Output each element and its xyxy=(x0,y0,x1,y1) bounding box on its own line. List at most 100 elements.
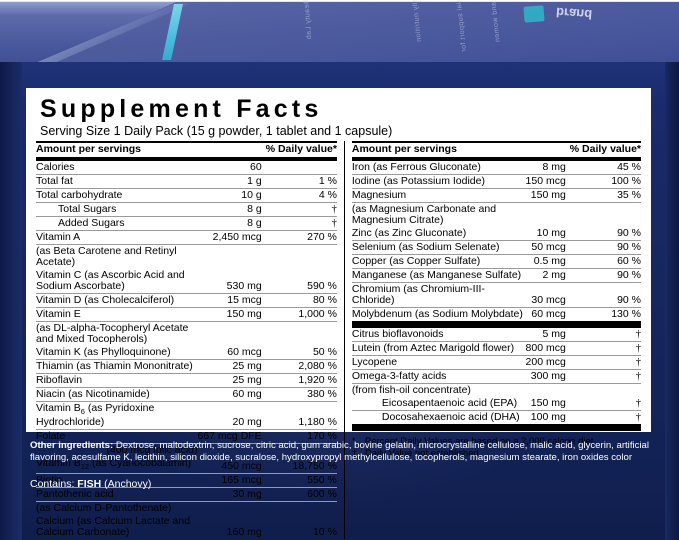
table-row: Vitamin E 150 mg 1,000 % xyxy=(36,307,337,322)
nutrient-name: Folate xyxy=(36,429,198,444)
column-divider xyxy=(343,141,345,540)
nutrient-name: Omega-3-fatty acids xyxy=(351,369,526,384)
nutrient-daily-value: 1,000 % xyxy=(265,307,337,322)
nutrient-amount xyxy=(197,321,266,346)
facts-column-left: Amount per servings % Daily value* Calor… xyxy=(36,141,337,539)
table-row: (as DL-alpha-Tocopheryl Acetate and Mixe… xyxy=(36,321,337,346)
nutrient-table-right: Amount per servings % Daily value* Iron … xyxy=(351,141,641,434)
nutrient-daily-value: 45 % xyxy=(617,161,641,173)
supplement-facts-panel: Supplement Facts Serving Size 1 Daily Pa… xyxy=(26,88,651,540)
nutrient-name: (400 mcg folic acid) xyxy=(36,443,198,458)
nutrient-daily-value: † xyxy=(635,398,641,409)
nutrient-name: Lycopene xyxy=(351,355,526,370)
table-row: Iodine (as Potassium Iodide) 150 mcg 100 % xyxy=(351,174,641,189)
table-row: Docosahexaenoic acid (DHA) 100 mg † xyxy=(351,410,641,428)
nutrient-name: (as Beta Carotene and Retinyl Acetate) xyxy=(36,244,198,269)
table-row: Omega-3-fatty acids 300 mg † xyxy=(351,369,641,384)
table-row: (400 mcg folic acid) xyxy=(36,443,337,458)
nutrient-amount: 2 mg xyxy=(525,268,570,283)
nutrient-daily-value: 50 % xyxy=(312,346,337,358)
nutrient-amount: 50 mcg xyxy=(525,240,570,255)
nutrient-amount: 150 mcg xyxy=(525,174,570,189)
nutrient-daily-value: 4 % xyxy=(265,188,337,203)
nutrient-daily-value xyxy=(265,321,337,346)
table-row: (as Calcium D-Pantothenate) xyxy=(36,501,337,516)
nutrient-name: Calcium (as Calcium Lactate and Calcium … xyxy=(36,515,191,539)
nutrient-name: Total Sugars xyxy=(36,202,198,217)
nutrient-name: Vitamin B12 (as Cyanocobalamin) xyxy=(36,457,192,472)
lid-badge-icon xyxy=(523,5,545,23)
box-left-bevel xyxy=(0,62,22,540)
nutrient-name: Molybdenum (as Sodium Molybdate) xyxy=(351,307,526,325)
nutrient-amount: 160 mg xyxy=(226,526,262,539)
table-row: Vitamin C (as Ascorbic Acid and Sodium A… xyxy=(36,269,337,294)
nutrient-name: Vitamin D (as Cholecalciferol) xyxy=(36,293,198,308)
nutrient-daily-value: † xyxy=(635,329,641,340)
table-header-row-right: Amount per servings % Daily value* xyxy=(352,143,641,159)
nutrient-daily-value: 90 % xyxy=(569,240,641,255)
table-row: Lycopene 200 mcg † xyxy=(351,355,641,370)
nutrient-daily-value: 270 % xyxy=(265,230,337,245)
nutrient-daily-value: † xyxy=(265,202,337,217)
nutrient-daily-value: 1,920 % xyxy=(265,373,337,388)
table-row: Vitamin B6 (as Pyridoxine Hydrochloride)… xyxy=(36,400,337,430)
table-row: Lutein (from Aztec Marigold flower) 800 m… xyxy=(351,341,641,356)
nutrient-name: Eicosapentaenoic acid (EPA) xyxy=(381,397,518,409)
table-row: Vitamin D (as Cholecalciferol) 15 mcg 80 % xyxy=(36,293,337,308)
nutrient-name: Total carbohydrate xyxy=(36,188,198,203)
nutrient-name: Copper (as Copper Sulfate) xyxy=(351,254,526,269)
nutrient-name: Vitamin E xyxy=(36,307,198,322)
nutrient-amount: 60 mcg xyxy=(525,307,570,325)
nutrient-daily-value: 60 % xyxy=(569,254,641,269)
nutrient-name: Biotin xyxy=(36,473,198,488)
nutrient-name: (as DL-alpha-Tocopheryl Acetate and Mixe… xyxy=(36,321,198,346)
nutrient-daily-value xyxy=(265,244,337,269)
nutrient-amount: 8 g xyxy=(197,202,266,217)
nutrient-amount xyxy=(197,443,266,458)
nutrient-name: Vitamin B6 (as Pyridoxine Hydrochloride) xyxy=(36,400,198,430)
other-ingredients: Other ingredients: Dextrose, maltodextri… xyxy=(30,440,650,465)
nutrient-amount: 165 mcg xyxy=(197,473,266,488)
nutrient-name: Citrus bioflavonoids xyxy=(351,328,444,340)
nutrient-daily-value: 550 % xyxy=(265,473,337,488)
table-row: Copper (as Copper Sulfate) 0.5 mg 60 % xyxy=(351,254,641,269)
nutrient-name: Calories xyxy=(36,161,75,173)
allergen-name: FISH xyxy=(77,478,102,490)
footnote-text: Daily Value not established. xyxy=(364,448,482,459)
nutrient-amount: 20 mg xyxy=(197,400,266,430)
nutrient-amount: 10 mg xyxy=(536,227,566,239)
nutrient-daily-value xyxy=(569,383,641,397)
footnote-marker: * xyxy=(351,436,356,447)
nutrient-amount xyxy=(197,501,266,516)
footnote-item: † Daily Value not established. xyxy=(352,448,641,460)
nutrient-amount: 60 mg xyxy=(197,387,266,402)
nutrient-daily-value: † xyxy=(569,369,641,384)
allergen-statement: Contains: FISH (Anchovy) xyxy=(30,478,151,491)
nutrient-amount: 5 mg xyxy=(542,328,566,340)
nutrient-daily-value: 2,080 % xyxy=(265,359,337,374)
table-row: Magnesium 150 mg 35 % xyxy=(351,188,641,203)
nutrient-table-left: Amount per servings % Daily value* Calor… xyxy=(36,141,337,539)
table-row: Biotin 165 mcg 550 % xyxy=(36,473,337,488)
table-row: Thiamin (as Thiamin Mononitrate) 25 mg 2,0… xyxy=(36,359,337,374)
nutrient-daily-value: † xyxy=(265,216,337,231)
table-row: Vitamin B12 (as Cyanocobalamin) 450 mcg 18… xyxy=(36,457,337,474)
nutrient-name: Chromium (as Chromium-III-Chloride) xyxy=(351,282,526,308)
nutrient-name: Lutein (from Aztec Marigold flower) xyxy=(351,341,526,356)
nutrient-amount: 60 xyxy=(250,161,262,173)
table-row: Added Sugars 8 g † xyxy=(36,216,337,231)
nutrient-daily-value xyxy=(569,202,641,227)
nutrient-name: Total fat xyxy=(36,174,198,189)
nutrient-amount: 100 mg xyxy=(525,410,570,428)
nutrient-amount: 30 mcg xyxy=(525,282,570,308)
table-row: (as Magnesium Carbonate and Magnesium Ci… xyxy=(351,202,641,227)
nutrient-amount xyxy=(525,202,570,227)
table-row: Selenium (as Sodium Selenate) 50 mcg 90 % xyxy=(351,240,641,255)
nutrient-name: Selenium (as Sodium Selenate) xyxy=(351,240,526,255)
table-row: Vitamin K (as Phylloquinone) 60 mcg 50 % xyxy=(36,346,337,360)
table-row: Calories 60 xyxy=(36,161,337,175)
nutrient-name: Niacin (as Nicotinamide) xyxy=(36,387,198,402)
nutrient-amount: 2,450 mcg xyxy=(197,230,266,245)
